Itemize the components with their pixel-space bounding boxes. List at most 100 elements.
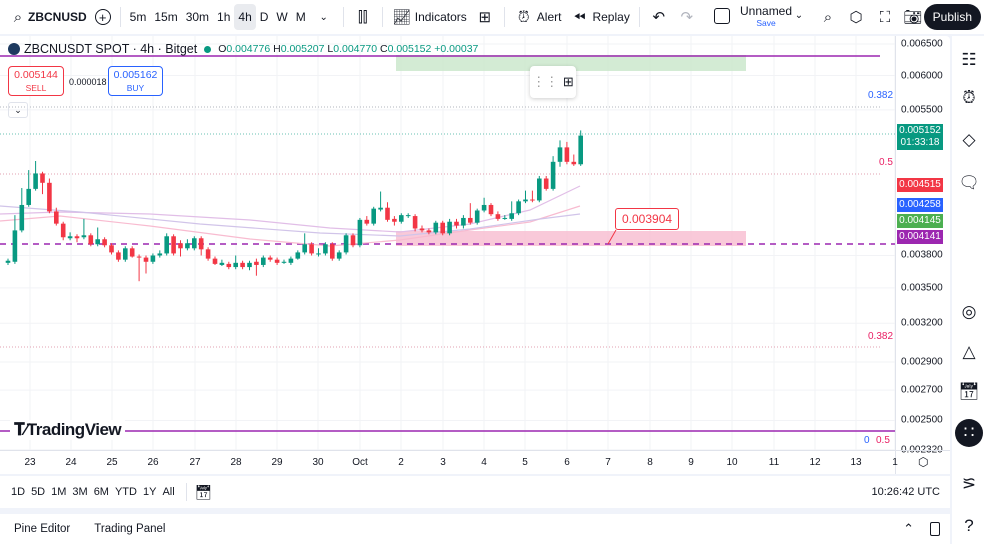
collapse-legend-button[interactable]: ⌄ xyxy=(8,102,28,118)
interval-30m[interactable]: 30m xyxy=(185,10,210,24)
layout-checkbox[interactable] xyxy=(714,8,730,24)
interval-W[interactable]: W xyxy=(276,10,288,24)
range-1Y[interactable]: 1Y xyxy=(142,486,157,498)
go-to-date-icon[interactable]: 📅︎ xyxy=(194,483,213,500)
ohlc-values: O0.004776 H0.005207 L0.004770 C0.005152 … xyxy=(218,43,479,55)
layout-name-button[interactable]: Unnamed Save xyxy=(740,4,793,28)
layers-icon[interactable]: ◇ xyxy=(962,130,976,149)
date-tick: Oct xyxy=(352,457,368,468)
range-All[interactable]: All xyxy=(162,486,175,498)
interval-5m[interactable]: 5m xyxy=(129,10,147,24)
target-icon[interactable]: ◎ xyxy=(961,302,977,321)
chevron-up-icon[interactable]: ⌃ xyxy=(903,521,914,536)
candle xyxy=(33,161,38,191)
axis-settings-icon[interactable]: ⬡ xyxy=(918,455,929,469)
range-3M[interactable]: 3M xyxy=(72,486,88,498)
chart-type-button[interactable]: ⫿⫿ xyxy=(349,4,377,30)
interval-D[interactable]: D xyxy=(259,10,269,24)
divider xyxy=(342,7,344,27)
interval-4h[interactable]: 4h xyxy=(234,4,256,30)
range-6M[interactable]: 6M xyxy=(93,486,109,498)
divider xyxy=(503,7,505,27)
candle xyxy=(247,260,252,271)
date-tick: 7 xyxy=(605,457,611,468)
quick-search-icon[interactable]: ⌕ xyxy=(823,8,833,26)
apps-grid-icon[interactable]: ∷ xyxy=(955,419,983,447)
calendar-icon[interactable]: 📅︎ xyxy=(958,382,980,401)
candle xyxy=(405,213,411,218)
spread-value: 0.000018 xyxy=(69,77,107,87)
maximize-icon[interactable] xyxy=(930,522,940,536)
buy-button[interactable]: 0.005162 BUY xyxy=(108,66,163,96)
candle-body xyxy=(33,173,38,189)
candle xyxy=(399,213,404,224)
fib-label: 0 xyxy=(864,435,870,446)
interval-dropdown[interactable]: ⌄ xyxy=(310,4,338,30)
range-YTD[interactable]: YTD xyxy=(114,486,137,498)
candle xyxy=(371,206,376,226)
alerts-clock-icon[interactable]: ⏰︎ xyxy=(962,88,976,107)
candle xyxy=(323,242,328,256)
chevron-down-icon[interactable]: ⌄ xyxy=(794,9,804,21)
clock[interactable]: 10:26:42 UTC xyxy=(871,486,940,498)
interval-15m[interactable]: 15m xyxy=(154,10,178,24)
symbol-title[interactable]: ZBCNUSDT SPOT · 4h · Bitget xyxy=(24,42,198,56)
alert-button[interactable]: ⏰︎ Alert xyxy=(510,4,566,30)
redo-button[interactable]: ↷ xyxy=(673,4,701,30)
date-tick: 2 xyxy=(398,457,404,468)
fullscreen-icon[interactable]: ⛶ xyxy=(879,8,891,26)
camera-icon[interactable]: 📷︎ xyxy=(903,9,923,26)
alarm-icon: ⏰︎ xyxy=(517,8,530,26)
floating-toolbar[interactable]: ⋮⋮ ⊞ xyxy=(530,66,576,98)
range-1D[interactable]: 1D xyxy=(11,486,26,498)
price-badge: 0.004141 xyxy=(897,230,943,244)
help-icon[interactable]: ? xyxy=(964,516,974,535)
range-1M[interactable]: 1M xyxy=(51,486,67,498)
date-tick: 3 xyxy=(440,457,446,468)
candle xyxy=(19,188,25,233)
candle xyxy=(481,197,487,213)
symbol-search[interactable]: ⌕ ZBCNUSD xyxy=(4,4,91,30)
tab-pine-editor[interactable]: Pine Editor xyxy=(14,523,71,535)
publish-button[interactable]: Publish xyxy=(923,4,981,30)
interval-1h[interactable]: 1h xyxy=(217,10,231,24)
date-tick: 5 xyxy=(522,457,528,468)
candle-body xyxy=(495,214,501,219)
candle-body xyxy=(254,261,259,265)
price-callout[interactable]: 0.003904 xyxy=(615,208,680,230)
candle xyxy=(357,217,363,248)
candle xyxy=(12,215,18,264)
candle xyxy=(474,208,480,225)
tab-trading-panel[interactable]: Trading Panel xyxy=(94,523,166,535)
candle-body xyxy=(281,261,287,263)
compare-button[interactable]: + xyxy=(91,4,115,30)
interval-M[interactable]: M xyxy=(295,10,306,24)
candle-body xyxy=(412,216,418,229)
drag-handle-icon[interactable]: ⋮⋮ xyxy=(532,74,559,89)
signal-icon[interactable]: ⪞ xyxy=(961,474,977,493)
replay-button[interactable]: ⏪︎ Replay xyxy=(565,4,633,30)
chart-pane[interactable]: ZBCNUSDT SPOT · 4h · Bitget O0.004776 H0… xyxy=(0,36,950,474)
indicators-button[interactable]: 📈︎ Indicators xyxy=(392,9,467,26)
candle xyxy=(254,258,259,276)
undo-icon: ↶ xyxy=(652,9,666,26)
settings-icon[interactable]: ⬡ xyxy=(849,9,863,26)
date-tick: 26 xyxy=(147,457,159,468)
divider xyxy=(185,483,187,501)
price-tick: 0.003800 xyxy=(901,249,943,261)
ideas-icon[interactable]: △ xyxy=(962,342,976,361)
templates-button[interactable]: ⊞ xyxy=(471,4,499,30)
candle xyxy=(316,248,321,257)
watchlist-icon[interactable]: ☷ xyxy=(961,50,977,69)
candle xyxy=(129,246,135,258)
price-chart[interactable] xyxy=(0,36,950,474)
range-5D[interactable]: 5D xyxy=(31,486,46,498)
candle-body xyxy=(19,204,25,231)
undo-button[interactable]: ↶ xyxy=(645,4,673,30)
chevron-down-icon: ⌄ xyxy=(319,11,328,23)
candle-body xyxy=(81,235,87,238)
sell-button[interactable]: 0.005144 SELL xyxy=(8,66,64,96)
candle-body xyxy=(102,239,107,246)
add-widget-icon[interactable]: ⊞ xyxy=(562,74,574,89)
chat-icon[interactable]: 🗨︎ xyxy=(958,173,980,192)
